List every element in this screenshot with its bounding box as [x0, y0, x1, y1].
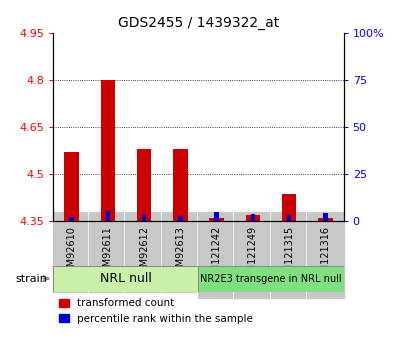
Bar: [318, 218, 333, 221]
Text: NRL null: NRL null: [100, 272, 152, 285]
Bar: [287, 215, 292, 221]
Bar: [137, 149, 151, 221]
Bar: [69, 217, 73, 221]
Bar: [209, 218, 224, 221]
Bar: [100, 80, 115, 221]
Title: GDS2455 / 1439322_at: GDS2455 / 1439322_at: [118, 16, 279, 30]
Bar: [53, 266, 199, 292]
Bar: [251, 214, 255, 221]
Bar: [282, 194, 297, 221]
Bar: [199, 266, 344, 292]
Text: strain: strain: [15, 274, 47, 284]
Text: NR2E3 transgene in NRL null: NR2E3 transgene in NRL null: [200, 274, 342, 284]
Bar: [173, 149, 188, 221]
Bar: [246, 215, 260, 221]
Bar: [142, 215, 146, 221]
Legend: transformed count, percentile rank within the sample: transformed count, percentile rank withi…: [58, 298, 253, 324]
Bar: [64, 152, 79, 221]
Bar: [178, 216, 182, 221]
Bar: [214, 212, 219, 221]
Bar: [324, 213, 328, 221]
Bar: [105, 211, 110, 221]
